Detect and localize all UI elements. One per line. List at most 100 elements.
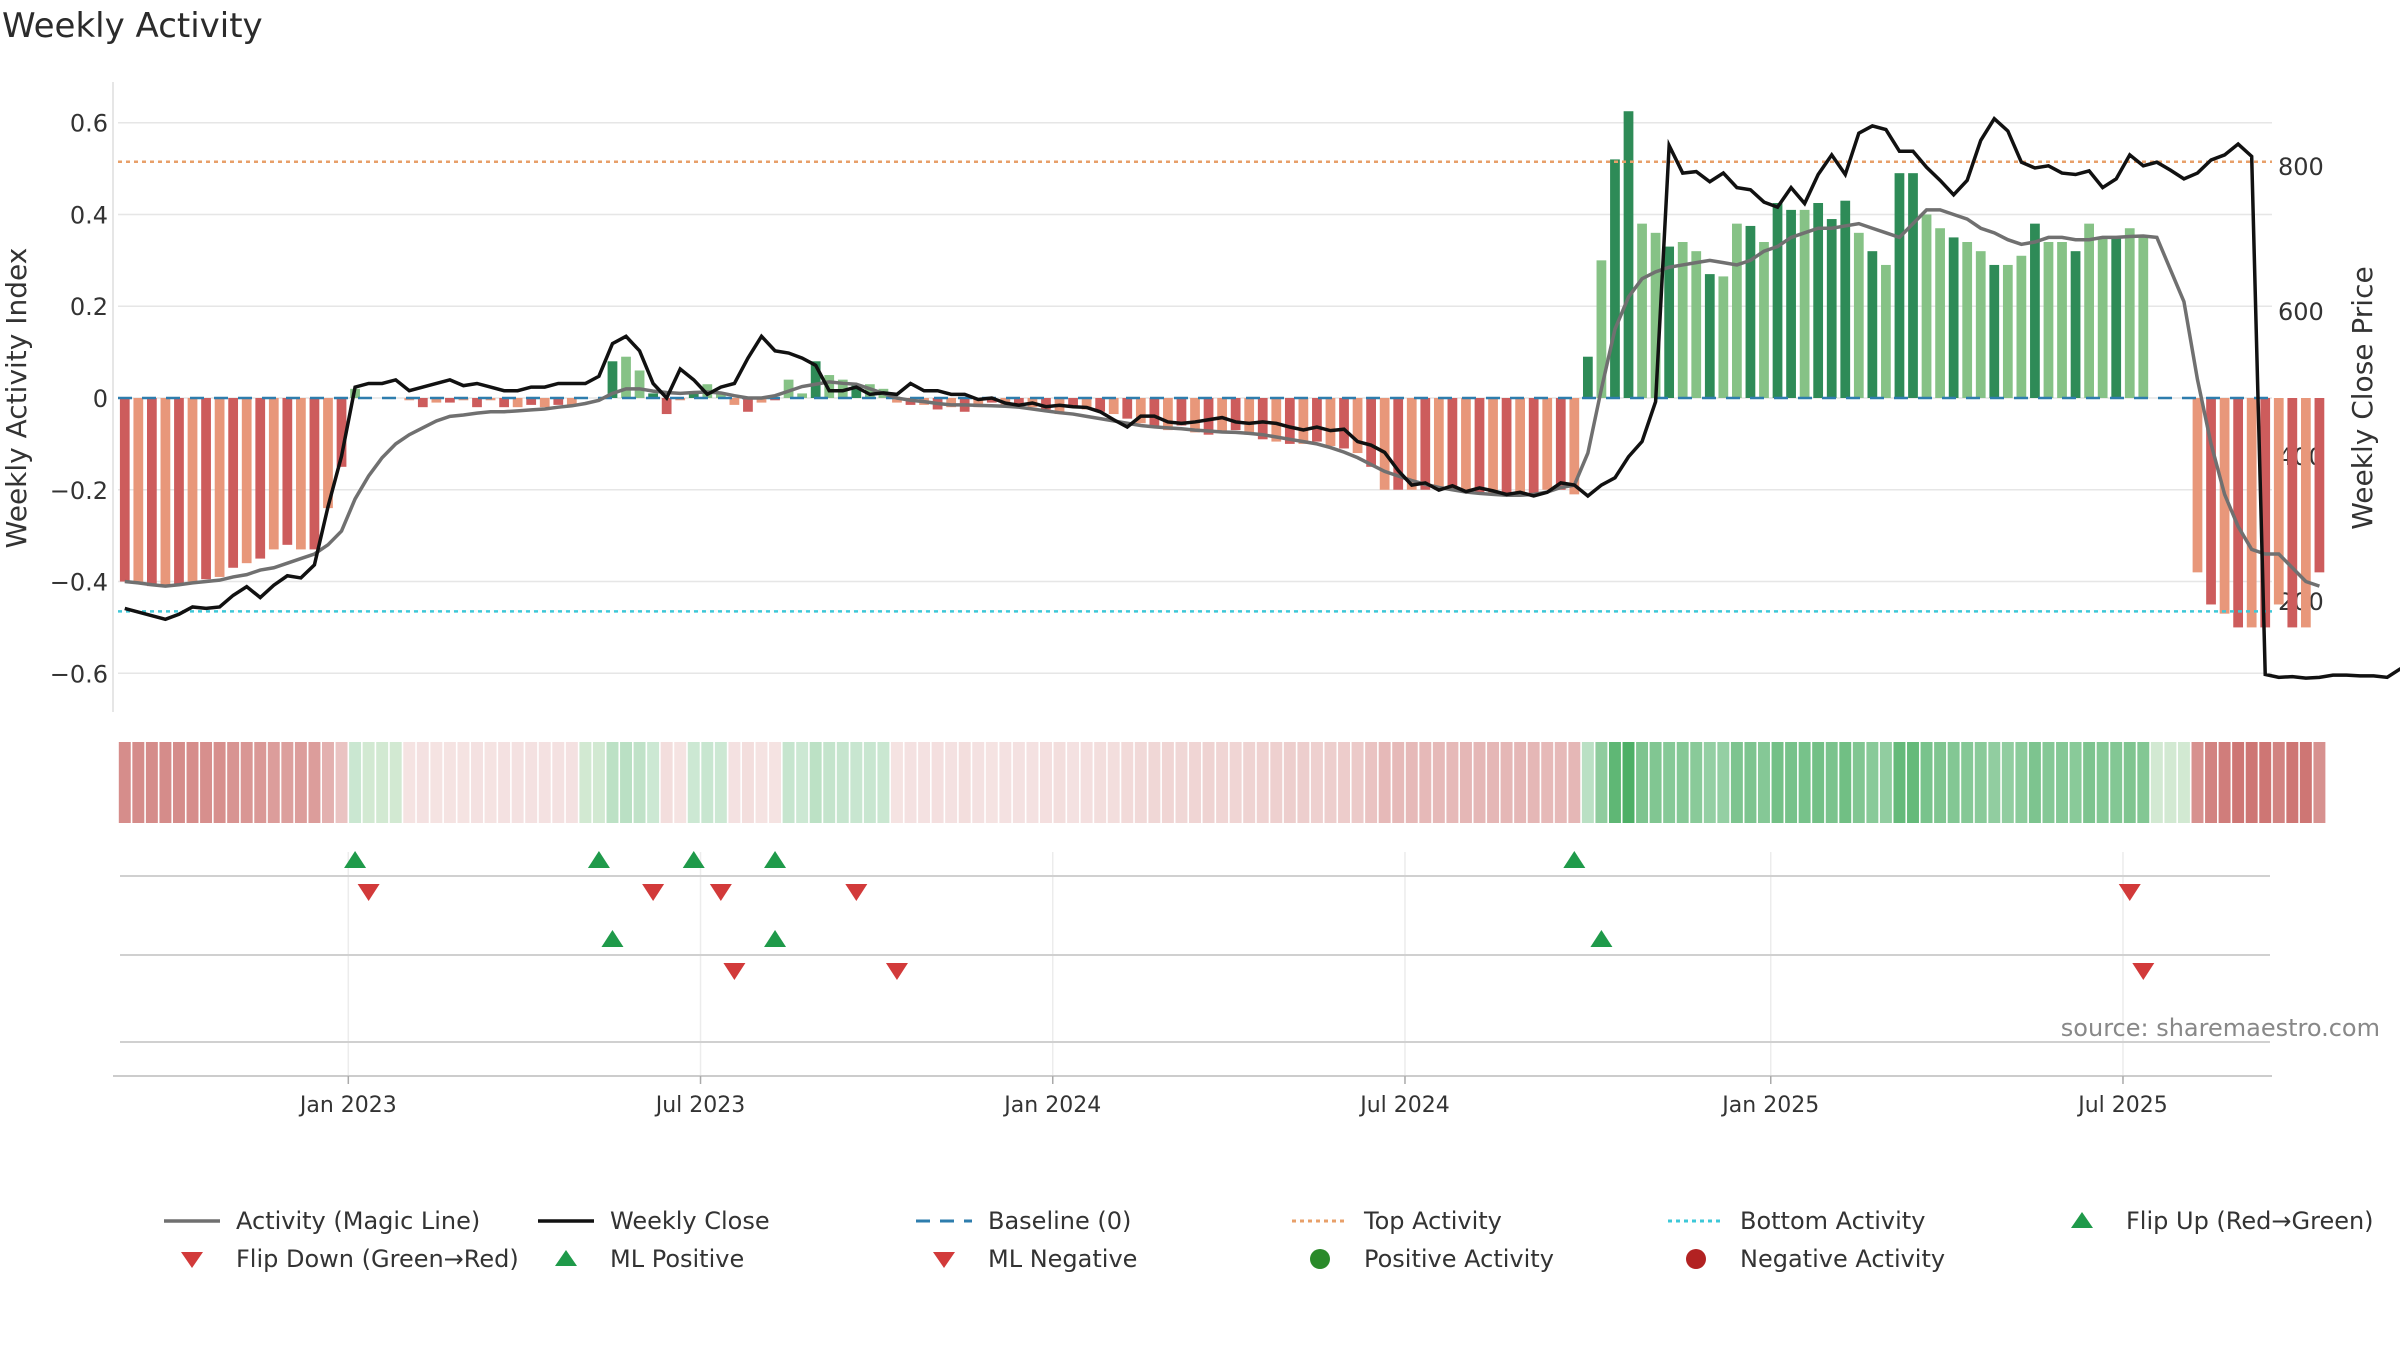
legend-label: ML Positive xyxy=(610,1245,745,1273)
activity-bar xyxy=(1257,398,1268,440)
heat-strip-cell xyxy=(741,742,754,823)
heat-strip-cell xyxy=(1879,742,1892,823)
activity-bar xyxy=(323,398,333,509)
activity-bar xyxy=(1637,223,1647,398)
heat-strip-cell xyxy=(1256,742,1269,823)
heat-strip-cell xyxy=(755,742,768,823)
heat-strip-cell xyxy=(376,742,389,823)
legend-label: Weekly Close xyxy=(610,1207,770,1235)
y2-tick-label: 600 xyxy=(2278,298,2324,326)
heat-strip-cell xyxy=(389,742,402,823)
activity-bar xyxy=(174,398,184,584)
weekly-close-line xyxy=(124,115,2400,680)
activity-bar xyxy=(336,398,347,467)
activity-bar xyxy=(1813,203,1824,398)
flip-down-marker xyxy=(709,884,732,901)
activity-bar xyxy=(512,398,523,408)
heat-strip-cell xyxy=(1581,742,1594,823)
heat-strip-cell xyxy=(2232,742,2245,823)
heat-strip-cell xyxy=(1324,742,1337,823)
activity-bar xyxy=(1406,398,1417,490)
activity-bar xyxy=(201,398,211,580)
heat-strip-cell xyxy=(2177,742,2190,823)
flip-up-marker xyxy=(344,851,367,868)
legend-label: Bottom Activity xyxy=(1740,1207,1926,1235)
activity-bar xyxy=(2138,237,2149,398)
activity-bar xyxy=(1759,242,1769,398)
heat-strip-cell xyxy=(1175,742,1188,823)
y-tick-label: 0.6 xyxy=(70,110,108,138)
ml-up-marker xyxy=(601,930,624,947)
activity-bar xyxy=(1447,398,1458,490)
heat-strip-cell xyxy=(538,742,551,823)
legend-item: Weekly Close xyxy=(534,1206,770,1236)
activity-bar xyxy=(1095,398,1106,412)
activity-bar xyxy=(1799,209,1810,398)
heat-strip-cell xyxy=(701,742,714,823)
activity-bar xyxy=(539,398,550,408)
legend-swatch xyxy=(1668,1219,1724,1223)
magic-line xyxy=(124,208,2320,588)
activity-bar xyxy=(1190,398,1200,433)
legend-label: Flip Up (Red→Green) xyxy=(2126,1207,2374,1235)
activity-bar xyxy=(864,384,875,398)
activity-bar xyxy=(255,398,266,559)
activity-bar xyxy=(2287,398,2298,628)
activity-bar xyxy=(1528,398,1539,495)
activity-bar xyxy=(851,384,862,398)
y-tick-label: 0 xyxy=(93,385,108,413)
heat-strip-cell xyxy=(200,742,213,823)
activity-bar xyxy=(1948,237,1959,398)
heat-strip-cell xyxy=(1012,742,1025,823)
heat-strip-cell xyxy=(890,742,903,823)
activity-bar xyxy=(1339,398,1349,449)
activity-bar xyxy=(1894,173,1905,398)
heat-strip-cell xyxy=(985,742,998,823)
activity-bar xyxy=(1108,398,1119,415)
heat-strip-cell xyxy=(782,742,795,823)
heat-strip-cell xyxy=(1744,742,1757,823)
heat-strip-cell xyxy=(1473,742,1486,823)
activity-bar xyxy=(1921,214,1932,398)
heat-strip-cell xyxy=(2069,742,2082,823)
activity-bar xyxy=(1704,274,1715,398)
heat-strip-cell xyxy=(2205,742,2218,823)
ml-down-marker xyxy=(2132,963,2155,980)
heat-strip-cell xyxy=(620,742,632,823)
heat-strip-cell xyxy=(796,742,809,823)
heat-strip-cell xyxy=(1568,742,1581,823)
heat-strip-cell xyxy=(1067,742,1080,823)
activity-bar xyxy=(607,361,618,398)
heat-strip-cell xyxy=(1202,742,1215,823)
activity-bar xyxy=(214,398,225,577)
legend-swatch xyxy=(1686,1249,1706,1269)
heat-strip-cell xyxy=(633,742,646,823)
heat-strip-cell xyxy=(1839,742,1852,823)
heat-strip-cell xyxy=(1216,742,1229,823)
heat-strip-cell xyxy=(1148,742,1161,823)
activity-bar xyxy=(1014,398,1024,405)
heat-strip-cell xyxy=(430,742,443,823)
heat-strip-cell xyxy=(1080,742,1093,823)
heat-strip-cell xyxy=(2042,742,2055,823)
activity-bar xyxy=(431,398,442,403)
heat-strip-cell xyxy=(877,742,890,823)
heat-strip-cell xyxy=(2299,742,2312,823)
activity-bar xyxy=(973,398,984,408)
activity-bar xyxy=(2206,398,2216,605)
heat-strip-cell xyxy=(1676,742,1689,823)
heat-strip-cell xyxy=(1026,742,1039,823)
x-tick-label: Jan 2023 xyxy=(298,1093,397,1118)
heat-strip-cell xyxy=(647,742,660,823)
activity-bar xyxy=(499,398,509,408)
heat-strip-cell xyxy=(2164,742,2177,823)
heat-strip-cell xyxy=(958,742,971,823)
activity-bar xyxy=(1081,398,1092,410)
heat-strip-cell xyxy=(443,742,456,823)
legend-item: Activity (Magic Line) xyxy=(160,1206,480,1236)
flip-down-marker xyxy=(2118,884,2141,901)
activity-bar xyxy=(1989,264,2000,398)
heat-strip-cell xyxy=(1758,742,1770,823)
activity-bar xyxy=(228,398,239,568)
heat-strip-cell xyxy=(1785,742,1798,823)
